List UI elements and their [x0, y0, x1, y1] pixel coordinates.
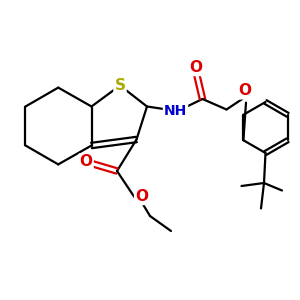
Text: O: O	[135, 189, 148, 204]
Text: O: O	[189, 60, 202, 75]
Text: NH: NH	[164, 104, 187, 118]
Text: O: O	[80, 154, 93, 169]
Text: S: S	[115, 78, 125, 93]
Text: O: O	[238, 83, 252, 98]
